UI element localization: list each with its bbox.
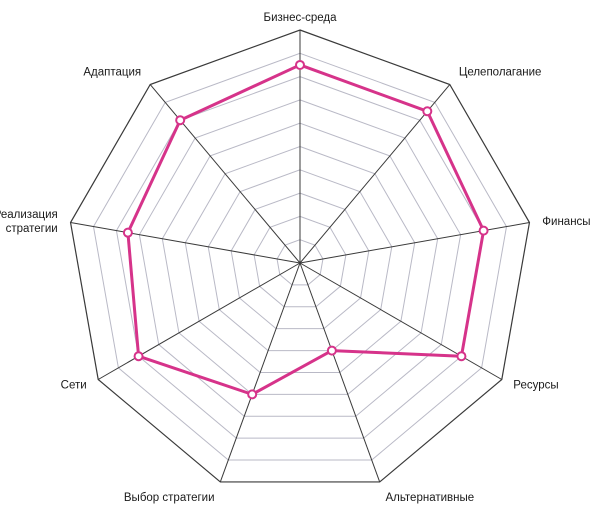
spoke-9 xyxy=(149,84,301,264)
axis-label-7: Сети xyxy=(61,380,87,392)
radar-spokes xyxy=(70,30,530,483)
grid-ring-8 xyxy=(115,76,485,439)
axis-label-8-line-2: стратегии xyxy=(6,223,58,235)
grid-ring-3 xyxy=(230,192,370,330)
grid-ring-9 xyxy=(92,52,508,461)
series-polygon xyxy=(126,63,486,396)
data-point-1 xyxy=(295,59,305,70)
series-markers xyxy=(122,59,489,400)
axis-label-5-line-1: Альтернативные xyxy=(385,492,474,504)
radar-grid xyxy=(92,52,508,461)
grid-ring-7 xyxy=(138,99,462,417)
spoke-3 xyxy=(299,222,530,264)
data-point-6 xyxy=(247,389,258,400)
grid-ring-1 xyxy=(276,239,324,286)
data-point-7 xyxy=(133,351,144,362)
axis-label-1: Бизнес-среда xyxy=(264,12,338,24)
axis-label-3-line-1: Финансы xyxy=(542,216,590,228)
axis-label-3: Финансы xyxy=(542,216,590,228)
axis-label-4: Ресурсы xyxy=(513,380,558,392)
data-point-2 xyxy=(422,106,433,117)
axis-label-1-line-1: Бизнес-среда xyxy=(264,12,338,24)
axis-label-8: Реализация стратегии xyxy=(0,209,58,235)
axis-label-2-line-1: Целеполагание xyxy=(459,67,542,79)
data-point-3 xyxy=(478,225,489,236)
data-point-5 xyxy=(326,345,337,356)
radar-frame xyxy=(69,29,531,483)
axis-label-6-line-1: Выбор стратегии xyxy=(124,492,215,504)
spoke-7 xyxy=(97,262,301,380)
spoke-6 xyxy=(219,262,301,483)
grid-ring-6 xyxy=(161,122,439,395)
axis-label-9: Адаптация xyxy=(83,67,141,79)
spoke-8 xyxy=(70,222,301,264)
axis-label-5: Альтернативныеварианты стратегии xyxy=(385,492,492,505)
axis-label-2: Целеполагание xyxy=(459,67,542,79)
data-point-9 xyxy=(175,115,186,126)
axis-label-8-line-1: Реализация xyxy=(0,209,58,221)
axis-label-9-line-1: Адаптация xyxy=(83,67,141,79)
axis-labels: Бизнес-среда Целеполагание Финансы Ресурсы А… xyxy=(0,12,591,505)
data-point-8 xyxy=(122,227,133,238)
axis-label-4-line-1: Ресурсы xyxy=(513,380,558,392)
outer-frame xyxy=(69,29,531,483)
data-point-4 xyxy=(456,351,467,362)
spoke-4 xyxy=(299,262,503,380)
grid-ring-2 xyxy=(253,215,347,308)
spoke-5 xyxy=(299,262,381,483)
axis-label-7-line-1: Сети xyxy=(61,380,87,392)
series-line xyxy=(126,63,486,396)
grid-ring-5 xyxy=(184,145,416,373)
grid-ring-4 xyxy=(207,169,393,352)
axis-label-6: Выбор стратегии xyxy=(124,492,215,504)
